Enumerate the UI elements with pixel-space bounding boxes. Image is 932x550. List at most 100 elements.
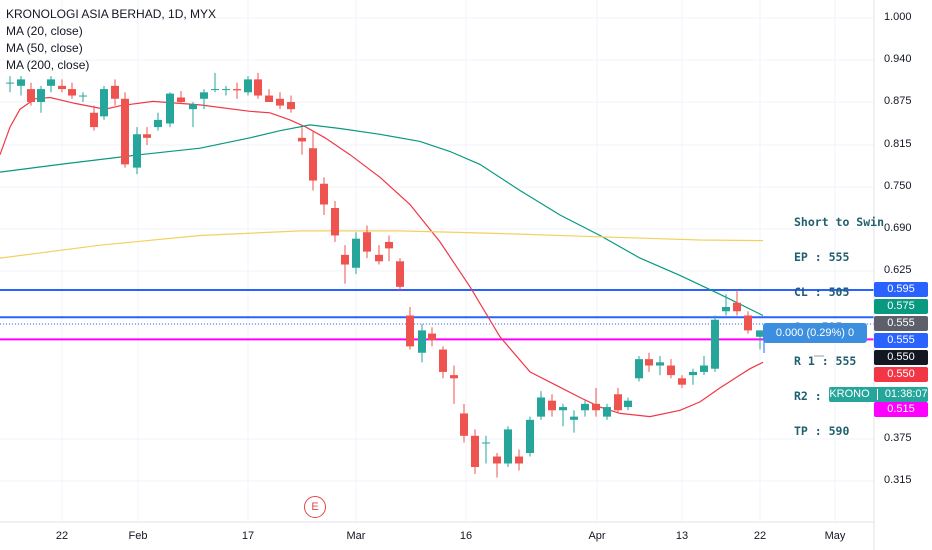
candle-body <box>37 89 45 102</box>
candle-body <box>526 419 534 453</box>
divider <box>876 388 878 400</box>
trade-note[interactable]: Short to Swin EP : 555 CL : 505 S : 515 … <box>794 194 884 449</box>
price-tick-label: 0.750 <box>884 180 912 192</box>
candle-body <box>211 89 219 91</box>
candle-body <box>418 330 426 353</box>
ma-line <box>0 230 764 259</box>
candle-body <box>439 349 447 372</box>
time-tick-label: 16 <box>459 530 473 542</box>
candle-body <box>700 365 708 372</box>
candle-body <box>320 183 328 205</box>
candle-body <box>154 119 162 128</box>
candle-body <box>90 112 98 128</box>
candle-body <box>711 319 719 369</box>
candle-body <box>515 456 523 464</box>
price-tag: 0.550 <box>874 367 928 382</box>
legend-ma50[interactable]: MA (50, close) <box>6 41 83 55</box>
candle-body <box>79 95 87 97</box>
candle-body <box>265 95 273 102</box>
candle-body <box>482 442 490 444</box>
price-tick-label: 0.690 <box>884 222 912 234</box>
candle-body <box>537 397 545 417</box>
time-tick-label: Feb <box>128 530 148 542</box>
price-tag: 0.550 <box>874 350 928 365</box>
time-tick-label: 17 <box>241 530 255 542</box>
note-line: TP : 590 <box>794 423 850 438</box>
legend-ma20[interactable]: MA (20, close) <box>6 24 83 38</box>
price-tag: 0.555 <box>874 316 928 331</box>
price-tick-label: 0.375 <box>884 432 912 444</box>
candle-body <box>287 102 295 110</box>
candle-body <box>100 89 108 117</box>
candle-body <box>450 375 458 379</box>
candle-body <box>460 413 468 436</box>
candle-body <box>233 89 241 91</box>
candle-body <box>121 98 129 165</box>
candle-body <box>143 134 151 138</box>
time-tick-label: 22 <box>753 530 767 542</box>
drawing-label-pill[interactable]: 0.000 (0.29%) 0 <box>763 323 867 343</box>
candle-body <box>47 79 55 86</box>
note-line: R 1 : 555 <box>794 354 857 369</box>
candle-body <box>352 238 360 268</box>
time-tick-label: 13 <box>675 530 689 542</box>
time-tick-label: Apr <box>588 530 606 542</box>
candle-body <box>17 79 25 86</box>
candle-body <box>309 148 317 181</box>
time-tick-label: 22 <box>55 530 69 542</box>
candle-body <box>27 89 35 102</box>
candle-body <box>166 93 174 124</box>
time-tick-label: May <box>824 530 846 542</box>
candle-body <box>493 456 501 464</box>
candle-body <box>341 254 349 265</box>
candle-body <box>592 403 600 411</box>
candle-body <box>635 359 643 379</box>
candle-body <box>581 403 589 411</box>
price-tag: 0.515 <box>874 402 928 417</box>
time-tick-label: Mar <box>346 530 366 542</box>
symbol-title[interactable]: KRONOLOGI ASIA BERHAD, 1D, MYX <box>6 7 217 21</box>
candle-body <box>624 400 632 408</box>
price-tick-label: 0.625 <box>884 264 912 276</box>
candle-body <box>504 429 512 464</box>
krono-label: KRONO <box>829 388 870 400</box>
candle-body <box>744 315 752 331</box>
candle-body <box>428 333 436 340</box>
horizontal-lines[interactable] <box>0 289 874 341</box>
candle-body <box>645 359 653 366</box>
candle-body <box>133 134 141 168</box>
candle-body <box>298 137 306 142</box>
candle-body <box>471 435 479 467</box>
countdown-time: 01:38:07 <box>884 388 928 400</box>
candle-body <box>6 82 14 84</box>
legend-ma200[interactable]: MA (200, close) <box>6 58 90 72</box>
candle-body <box>244 79 252 93</box>
candle-body <box>689 371 697 376</box>
candle-body <box>222 89 230 91</box>
candle-body <box>177 97 185 102</box>
price-tag: 0.555 <box>874 333 928 348</box>
candle-body <box>733 302 741 312</box>
price-tick-label: 0.315 <box>884 474 912 486</box>
ma-line <box>0 96 764 418</box>
note-line: EP : 555 <box>794 249 850 264</box>
candle-body <box>603 407 611 417</box>
price-tick-label: 0.815 <box>884 138 912 150</box>
plot-area[interactable] <box>0 0 874 522</box>
candle-body <box>189 104 197 110</box>
candle-body <box>396 261 404 287</box>
price-tag: 0.575 <box>874 299 928 314</box>
candle-body <box>375 254 383 262</box>
candle-body <box>678 378 686 385</box>
candle-body <box>570 416 578 420</box>
candle-body <box>614 394 622 411</box>
chart-legend: KRONOLOGI ASIA BERHAD, 1D, MYX MA (20, c… <box>6 6 216 74</box>
moving-averages <box>0 96 764 418</box>
price-tick-label: 0.875 <box>884 95 912 107</box>
price-tick-label: 1.000 <box>884 11 912 23</box>
candle-body <box>559 407 567 411</box>
candle-body <box>667 365 675 376</box>
earnings-marker[interactable]: E <box>304 496 326 518</box>
price-tick-label: 0.940 <box>884 53 912 65</box>
